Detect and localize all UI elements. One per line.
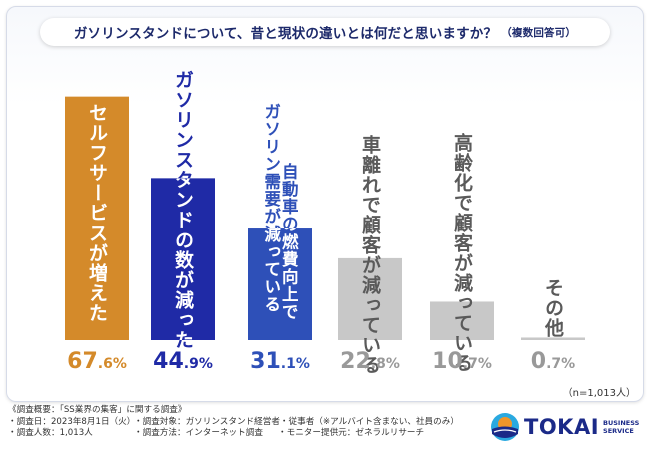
- survey-heading: 《調査概要：「SS業界の集客」に関する調査》: [8, 405, 187, 415]
- bar-label-3-col-2: ガソリン需要が減っている: [262, 103, 281, 313]
- survey-date: ・調査日：2023年8月1日（火）: [8, 416, 136, 427]
- chart-title-text: ガソリンスタンドについて、昔と現状の違いとは何だと思いますか？: [73, 26, 498, 42]
- survey-overview: 《調査概要：「SS業界の集客」に関する調査》 ・調査日：2023年8月1日（火）…: [8, 405, 488, 440]
- bar-label-6: その他: [542, 278, 565, 338]
- survey-respondents: ・調査人数：1,013人: [8, 428, 93, 438]
- bar-label-1: セルフサービスが増えた: [86, 103, 108, 323]
- value-label-4: 22.8%: [340, 349, 400, 374]
- bar-label-5: 高齢化で顧客が減っている: [451, 132, 473, 373]
- bar-1: [65, 96, 129, 340]
- bar-label-3-col-2-inbar: ガソリン需要が減っている: [262, 103, 281, 313]
- bar-4: [338, 257, 402, 340]
- bar-label-3-col-1: 自動車の燃費向上で: [279, 162, 298, 321]
- survey-target: ・調査対象：ガソリンスタンド経営者・従事者（※アルバイト含まない、社員のみ）: [134, 416, 459, 427]
- chart-title: ガソリンスタンドについて、昔と現状の違いとは何だと思いますか？ （複数回答可）: [40, 18, 610, 46]
- logo-service-line2: SERVICE: [603, 427, 634, 435]
- logo-brand: TOKAI: [524, 415, 600, 439]
- logo-service-line1: BUSINESS: [603, 419, 640, 427]
- value-label-3: 31.1%: [250, 349, 310, 374]
- chart-title-note: （複数回答可）: [501, 26, 577, 39]
- logo-service: BUSINESS SERVICE: [603, 419, 639, 435]
- bar-label-2: ガソリンスタンドの数が減った: [172, 70, 194, 350]
- survey-provider: ・モニター提供元：ゼネラルリサーチ: [278, 428, 425, 438]
- bar-5: [430, 301, 494, 340]
- tokai-logo: TOKAI BUSINESS SERVICE: [490, 410, 645, 444]
- bar-label-4: 車離れで顧客が減っている: [359, 134, 381, 375]
- value-label-6: 0.7%: [531, 349, 575, 374]
- bar-3: [248, 228, 312, 340]
- bar-6: [521, 337, 585, 340]
- value-label-5: 10.7%: [432, 349, 492, 374]
- sample-size: （n=1,013人）: [562, 388, 636, 399]
- survey-method: ・調査方法：インターネット調査: [134, 428, 263, 438]
- bar-label-3-col-1-inbar: 自動車の燃費向上で: [279, 162, 298, 321]
- value-label-1: 67.6%: [67, 349, 127, 374]
- bar-2: [151, 178, 215, 340]
- tokai-sun-logo-icon: [491, 413, 519, 441]
- bar-label-2-inbar: ガソリンスタンドの数が減った: [172, 70, 194, 350]
- value-label-2: 44.9%: [153, 349, 213, 374]
